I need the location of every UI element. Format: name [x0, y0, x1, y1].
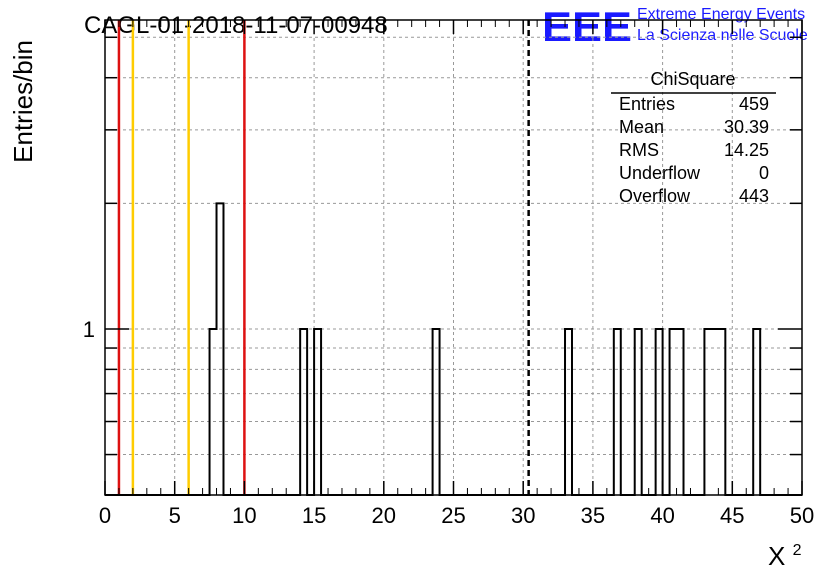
x-axis-label-base: X [768, 541, 785, 571]
stats-row-label: Overflow [619, 186, 691, 206]
logo-line-2: La Scienza nelle Scuole [637, 27, 808, 44]
plot-frame [104, 19, 803, 496]
stats-row-value: 443 [739, 186, 769, 206]
x-axis-label-superscript: 2 [793, 542, 802, 559]
x-tick-label: 20 [372, 503, 396, 528]
x-tick-label: 35 [581, 503, 605, 528]
x-tick-label: 15 [302, 503, 326, 528]
chart-title: CAGL-01-2018-11-07-00948 [84, 12, 388, 39]
stats-title: ChiSquare [650, 69, 735, 89]
stats-row-value: 0 [759, 163, 769, 183]
stats-rows: Entries 459 Mean 30.39 RMS 14.25 Underflow 0 Ove… [619, 94, 769, 206]
eee-logo: EEE Extreme Energy Events La Scienza nel… [542, 3, 808, 50]
x-axis-label: X 2 [768, 541, 802, 571]
logo-line-1: Extreme Energy Events [637, 6, 805, 23]
stats-row-label: RMS [619, 140, 659, 160]
stats-row-value: 14.25 [724, 140, 769, 160]
stats-box: ChiSquare Entries 459 Mean 30.39 RMS 14.25 Und… [611, 69, 776, 206]
x-tick-label: 0 [99, 503, 111, 528]
y-tick-label: 1 [83, 317, 95, 342]
y-axis-label: Entries/bin [8, 40, 38, 163]
x-tick-label: 45 [720, 503, 744, 528]
stats-row-label: Mean [619, 117, 664, 137]
x-tick-label: 10 [232, 503, 256, 528]
stats-row-value: 30.39 [724, 117, 769, 137]
stats-row-value: 459 [739, 94, 769, 114]
histogram-outline [105, 202, 802, 496]
logo-mark: EEE [542, 3, 632, 50]
reference-lines [117, 20, 530, 495]
stats-row-label: Underflow [619, 163, 701, 183]
x-tick-label: 50 [790, 503, 814, 528]
stats-row-label: Entries [619, 94, 675, 114]
x-tick-label: 25 [441, 503, 465, 528]
x-tick-label: 30 [511, 503, 535, 528]
x-tick-label: 40 [650, 503, 674, 528]
x-tick-label: 5 [169, 503, 181, 528]
